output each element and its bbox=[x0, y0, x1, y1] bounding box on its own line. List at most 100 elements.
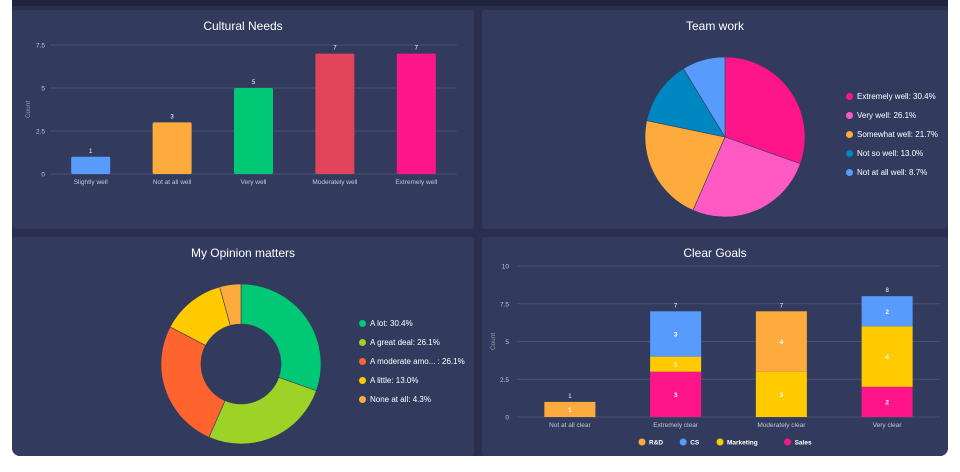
bar-segment bbox=[755, 371, 807, 417]
widget-clear-goals[interactable]: Clear Goals 0 2.5 5 7.5 10 Count 1 1 Not at all … bbox=[482, 237, 948, 456]
y-tick-label: 5 bbox=[505, 339, 509, 346]
legend-swatch bbox=[784, 438, 792, 446]
bar-segment bbox=[861, 386, 913, 417]
segment-value-label: 1 bbox=[568, 407, 572, 414]
y-tick-label: 7.5 bbox=[500, 301, 509, 308]
widget-team-work[interactable]: Team work Extremely well: 30.4% Very well… bbox=[482, 10, 948, 229]
y-tick-label: 0 bbox=[41, 172, 45, 179]
y-tick-label: 7.5 bbox=[36, 43, 45, 50]
x-tick-label: Extremely clear bbox=[653, 422, 699, 429]
bar bbox=[396, 53, 436, 174]
legend-swatch bbox=[359, 358, 366, 365]
bar-value-label: 5 bbox=[252, 80, 256, 86]
legend-label: CS bbox=[690, 440, 700, 447]
legend-label: Not so well: 13.0% bbox=[857, 149, 924, 158]
x-tick-label: Slightly well bbox=[74, 179, 109, 186]
legend-item: Somewhat well: 21.7% bbox=[846, 125, 938, 144]
legend-swatch bbox=[359, 396, 366, 403]
bar-value-label: 7 bbox=[415, 46, 419, 52]
legend-item: Not at all well: 8.7% bbox=[846, 163, 938, 182]
widget-title: Team work bbox=[685, 19, 744, 33]
clear-goals-stacked-bar-chart: 0 2.5 5 7.5 10 Count 1 1 Not at all clear 3 1 3 7 Ext… bbox=[490, 264, 940, 447]
legend-label: A lot: 30.4% bbox=[370, 319, 413, 328]
bar bbox=[71, 156, 111, 174]
legend-swatch bbox=[716, 438, 724, 446]
legend-label: A great deal: 26.1% bbox=[370, 338, 440, 347]
bar bbox=[234, 88, 273, 174]
widget-my-opinion-matters[interactable]: My Opinion matters A lot: 30.4% A great d… bbox=[12, 237, 474, 456]
donut-slice bbox=[219, 283, 242, 326]
cultural-needs-bar-chart: 0 2.5 5 7.5 Count 1 Slightly well 3 Not at all w… bbox=[25, 43, 457, 186]
segment-value-label: 1 bbox=[674, 362, 678, 369]
widget-title: Cultural Needs bbox=[203, 19, 283, 33]
x-tick-label: Not at all well bbox=[153, 179, 192, 186]
widget-title: My Opinion matters bbox=[190, 246, 296, 260]
donut-slice bbox=[160, 326, 226, 438]
segment-value-label: 3 bbox=[674, 392, 678, 399]
y-tick-label: 5 bbox=[41, 86, 45, 93]
bar-value-label: 7 bbox=[333, 46, 337, 52]
x-tick-label: Moderately clear bbox=[757, 422, 806, 429]
pie-slice bbox=[646, 68, 726, 138]
legend-label: None at all: 4.3% bbox=[370, 395, 431, 404]
segment-value-label: 2 bbox=[885, 399, 889, 406]
bar-segment bbox=[650, 356, 702, 372]
legend-swatch bbox=[846, 169, 853, 176]
dashboard: Cultural Needs 0 2.5 5 7.5 Count 1 Slightly we… bbox=[12, 0, 948, 456]
legend-item: A great deal: 26.1% bbox=[359, 333, 465, 352]
legend-label: Not at all well: 8.7% bbox=[857, 168, 928, 177]
x-tick-label: Very well bbox=[240, 179, 267, 186]
legend-item: A little: 13.0% bbox=[359, 371, 465, 390]
x-tick-label: Not at all clear bbox=[549, 422, 591, 429]
bar-total-label: 8 bbox=[885, 288, 889, 294]
legend-swatch bbox=[846, 131, 853, 138]
x-tick-label: Extremely well bbox=[395, 179, 437, 186]
top-bar bbox=[12, 0, 948, 6]
legend-swatch bbox=[638, 438, 646, 446]
bar-segment bbox=[650, 311, 702, 357]
legend-label: Very well: 26.1% bbox=[857, 111, 917, 120]
y-tick-label: 2.5 bbox=[36, 129, 45, 136]
my-opinion-donut-chart bbox=[160, 283, 322, 445]
legend-label: R&D bbox=[649, 440, 663, 447]
bar-segment bbox=[861, 296, 913, 327]
legend-item: A lot: 30.4% bbox=[359, 314, 465, 333]
y-tick-label: 2.5 bbox=[500, 377, 509, 384]
legend-item: Very well: 26.1% bbox=[846, 106, 938, 125]
bar bbox=[152, 122, 192, 174]
y-axis-label: Count bbox=[490, 333, 497, 351]
donut-slice bbox=[208, 377, 317, 445]
pie-slice bbox=[682, 56, 726, 139]
y-axis-label: Count bbox=[25, 101, 32, 119]
legend-swatch bbox=[359, 339, 366, 346]
legend-swatch bbox=[846, 150, 853, 157]
pie-slice bbox=[692, 136, 801, 218]
pie-slice bbox=[644, 120, 726, 211]
bar-total-label: 7 bbox=[674, 303, 678, 309]
bar-segment bbox=[861, 326, 913, 387]
widget-title: Clear Goals bbox=[683, 246, 747, 260]
legend-swatch bbox=[359, 377, 366, 384]
segment-value-label: 4 bbox=[780, 339, 784, 346]
legend-label: Sales bbox=[795, 440, 812, 447]
bar-segment bbox=[650, 371, 702, 417]
legend-item: A moderate amo... : 26.1% bbox=[359, 352, 465, 371]
legend-label: A moderate amo... : 26.1% bbox=[370, 357, 465, 366]
legend-label: A little: 13.0% bbox=[370, 376, 419, 385]
legend-swatch bbox=[359, 320, 366, 327]
donut-slice bbox=[240, 283, 322, 392]
legend-label: Marketing bbox=[727, 440, 758, 447]
bar-value-label: 1 bbox=[89, 149, 93, 155]
widget-cultural-needs[interactable]: Cultural Needs 0 2.5 5 7.5 Count 1 Slightly we… bbox=[12, 10, 474, 229]
legend-label: Extremely well: 30.4% bbox=[857, 92, 936, 101]
bar-total-label: 1 bbox=[568, 394, 572, 400]
segment-value-label: 3 bbox=[780, 392, 784, 399]
bar-segment bbox=[755, 311, 807, 372]
team-work-legend: Extremely well: 30.4% Very well: 26.1% Som… bbox=[846, 87, 938, 182]
legend-item: Not so well: 13.0% bbox=[846, 144, 938, 163]
x-tick-label: Very clear bbox=[873, 422, 903, 429]
y-tick-label: 10 bbox=[502, 264, 510, 271]
team-work-pie-chart bbox=[644, 56, 806, 218]
bar-total-label: 7 bbox=[780, 303, 784, 309]
legend-swatch bbox=[679, 438, 687, 446]
